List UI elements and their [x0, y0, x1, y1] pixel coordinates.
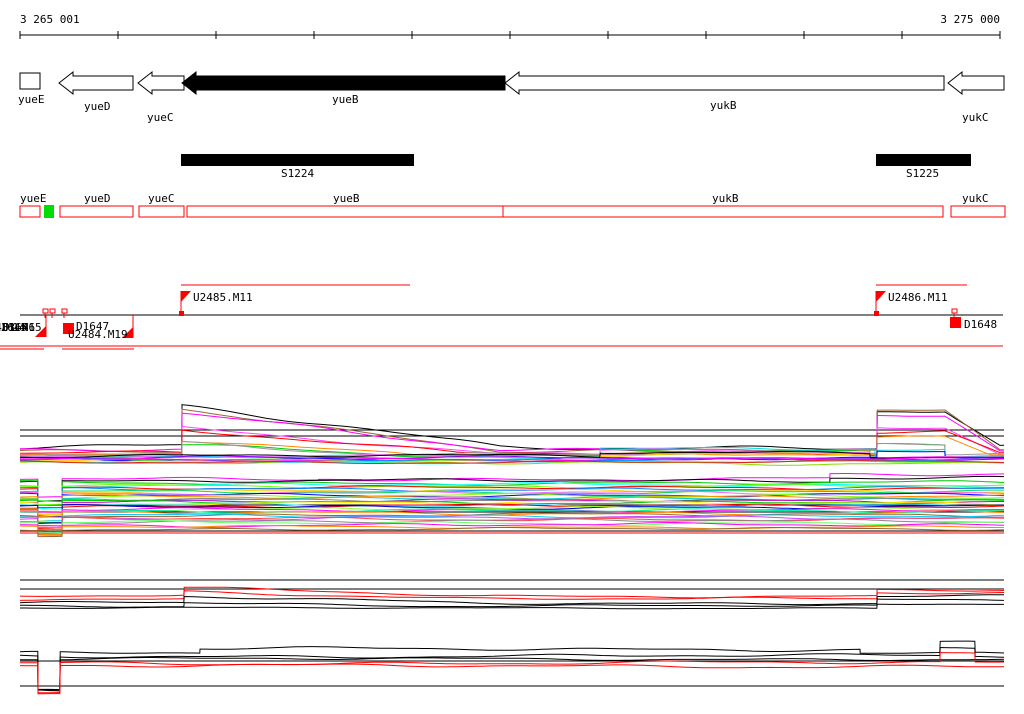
marker-triangle[interactable] — [122, 327, 133, 338]
gene-arrow-yueC[interactable] — [137, 70, 185, 96]
gene-box-label-yueE: yueE — [20, 192, 47, 205]
gene-box-yueC[interactable] — [138, 205, 185, 218]
profile-line — [20, 503, 1005, 529]
segment-label-S1225: S1225 — [906, 167, 939, 180]
profile-line — [19, 403, 1005, 450]
profile-line — [20, 598, 1004, 608]
marker-label-cluster-3: D1646 — [2, 321, 35, 334]
profile-line — [19, 483, 1005, 506]
marker-flag-U2486.M11[interactable] — [876, 291, 886, 302]
gene-box-label-yueB: yueB — [333, 192, 360, 205]
marker-label-U2485.M11: U2485.M11 — [193, 291, 253, 304]
profile-line — [19, 460, 1005, 466]
profile-line — [19, 459, 1005, 464]
profile-line — [20, 520, 1005, 534]
small-flag-marker[interactable] — [49, 308, 56, 314]
gene-arrow-yukB[interactable] — [504, 70, 945, 96]
profile-line — [19, 527, 1005, 538]
gene-box-yueD[interactable] — [59, 205, 134, 218]
gene-box-yukB[interactable] — [502, 205, 944, 218]
expression-track-4 — [19, 640, 1005, 695]
gene-box-track: yueE yueD yueC yueB yukB yukC — [19, 192, 1006, 218]
marker-square-D1648[interactable] — [950, 317, 961, 328]
profile-line — [20, 455, 1005, 461]
marker-label-cluster-1: D1645 — [0, 321, 27, 334]
gene-box-yukC[interactable] — [950, 205, 1006, 218]
profile-line — [19, 475, 1004, 502]
profile-line — [19, 640, 1005, 691]
gene-label-yueC: yueC — [147, 111, 174, 124]
ruler-end-coordinate: 3 275 000 — [940, 13, 1000, 26]
coordinate-ruler — [19, 31, 1001, 39]
gene-box-label-yukC: yukC — [962, 192, 989, 205]
profile-line — [19, 590, 1004, 601]
segment-bar-S1224[interactable] — [181, 154, 414, 166]
oligo-marker-track: U2485.M11 U2486.M11 D1647 D1648 U2484.M19 U24… — [0, 284, 1003, 350]
gene-box-yueB[interactable] — [186, 205, 504, 218]
gene-box-label-yueC: yueC — [148, 192, 175, 205]
gene-label-yukB: yukB — [710, 99, 737, 112]
expression-track-1 — [19, 403, 1005, 481]
profile-line — [19, 663, 1004, 695]
profile-line — [19, 488, 1004, 515]
gene-arrow-yueB[interactable] — [181, 70, 506, 96]
segment-label-S1224: S1224 — [281, 167, 314, 180]
profile-line — [20, 429, 1004, 456]
gene-box-label-yukB: yukB — [712, 192, 739, 205]
profile-line — [20, 522, 1005, 536]
ruler-start-coordinate: 3 265 001 — [20, 13, 80, 26]
gene-label-yueB: yueB — [332, 93, 359, 106]
profile-line — [20, 657, 1005, 691]
profile-line — [19, 646, 1005, 692]
profile-line — [19, 508, 1005, 531]
gene-arrow-yukC[interactable] — [947, 70, 1005, 96]
marker-label-cluster-0: U2483.M14 — [0, 321, 26, 334]
gene-label-yueD: yueD — [84, 100, 111, 113]
gene-label-yukC: yukC — [962, 111, 989, 124]
small-flag-marker[interactable] — [61, 308, 68, 314]
profile-line — [19, 473, 1004, 498]
profile-line — [19, 498, 1004, 523]
small-flag-marker[interactable] — [951, 308, 958, 314]
profile-line — [19, 512, 1005, 532]
segment-bar-S1225[interactable] — [876, 154, 971, 166]
gene-label-yueE: yueE — [18, 93, 45, 106]
profile-line — [19, 492, 1005, 518]
profile-line — [19, 450, 1005, 459]
profile-line — [20, 518, 1005, 535]
profile-line — [19, 408, 1005, 453]
marker-label-cluster-2: U2483.M15 — [0, 321, 42, 334]
gene-arrow-yueD[interactable] — [58, 70, 134, 96]
gene-yueE[interactable] — [19, 72, 41, 90]
marker-label-U2484.M19: U2484.M19 — [68, 328, 128, 341]
marker-flag-U2485.M11[interactable] — [181, 291, 191, 302]
expression-track-3 — [19, 579, 1004, 610]
marker-flag-base[interactable] — [179, 311, 184, 316]
profile-line — [20, 457, 1004, 461]
profile-line — [20, 603, 1004, 610]
marker-square-D1647[interactable] — [63, 323, 74, 334]
profile-line — [20, 513, 1005, 534]
marker-triangle[interactable] — [35, 326, 46, 337]
marker-flag-base[interactable] — [874, 311, 879, 316]
profile-line — [19, 594, 1004, 606]
small-flag-marker[interactable] — [42, 308, 49, 314]
profile-line — [19, 489, 1004, 518]
gene-box-yueE[interactable] — [19, 205, 41, 218]
segment-track: S1224 S1225 — [181, 154, 971, 180]
profile-line — [20, 507, 1004, 527]
marker-label-D1648: D1648 — [964, 318, 997, 331]
marker-label-D1647: D1647 — [76, 320, 109, 333]
expression-track-2 — [19, 473, 1005, 538]
present-marker-box[interactable] — [44, 205, 54, 218]
marker-label-U2486.M11: U2486.M11 — [888, 291, 948, 304]
gene-track: yueE yueD yueC yueB yukB yukC — [18, 70, 1005, 124]
profile-line — [20, 652, 1005, 694]
gene-box-label-yueD: yueD — [84, 192, 111, 205]
